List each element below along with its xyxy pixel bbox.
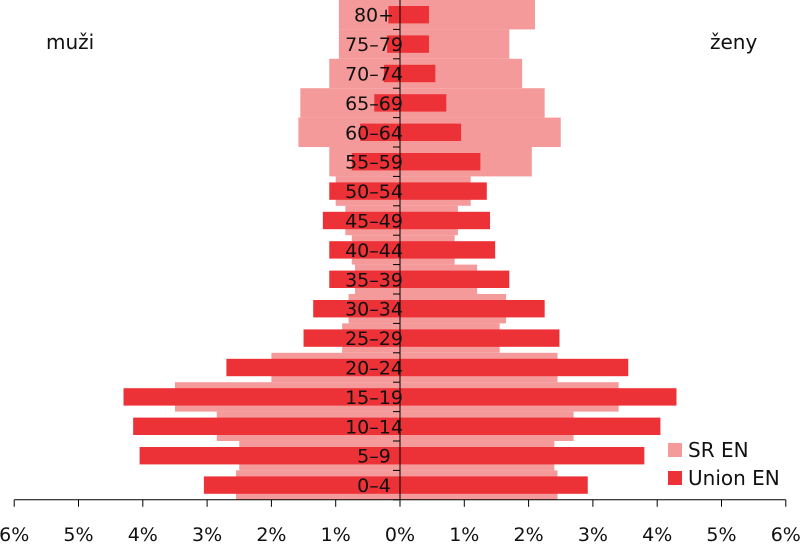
male-side-label: muži	[46, 30, 95, 54]
x-tick-label-8: 2%	[514, 524, 544, 546]
union-male-bar-13	[123, 388, 400, 406]
union-female-bar-16	[400, 476, 588, 494]
x-tick-label-12: 6%	[771, 524, 800, 546]
union-male-bar-12	[226, 358, 400, 377]
union-male-bar-8	[329, 241, 400, 259]
category-label-5: 55–59	[345, 152, 403, 174]
x-tick-label-0: 6%	[0, 524, 29, 546]
union-female-bar-2	[400, 64, 436, 83]
union-male-bar-14	[133, 417, 400, 435]
union-male-bar-5	[351, 153, 400, 171]
x-tick-label-5: 1%	[321, 524, 351, 546]
legend: SR EN Union EN	[668, 436, 780, 492]
union-male-bar-3	[374, 94, 400, 112]
union-female-bar-4	[400, 123, 462, 141]
union-female-bar-7	[400, 211, 491, 230]
union-female-bar-11	[400, 329, 560, 347]
union-female-bar-1	[400, 35, 429, 53]
legend-label-union: Union EN	[688, 466, 780, 490]
union-female-bar-12	[400, 358, 629, 377]
category-label-16: 0–4	[357, 475, 391, 497]
union-male-bar-1	[387, 35, 400, 53]
union-female-bar-9	[400, 270, 510, 288]
legend-swatch-union	[668, 471, 682, 485]
union-female-bar-0	[400, 6, 429, 24]
category-label-7: 45–49	[345, 211, 403, 233]
x-tick-label-7: 1%	[449, 524, 479, 546]
category-label-11: 25–29	[345, 328, 403, 350]
category-label-4: 60–64	[345, 122, 403, 144]
category-label-1: 75–79	[345, 34, 403, 56]
x-tick-label-3: 3%	[192, 524, 222, 546]
union-male-bar-0	[388, 6, 400, 24]
union-male-bar-9	[329, 270, 400, 288]
category-label-15: 5–9	[357, 446, 391, 468]
x-tick-label-9: 3%	[578, 524, 608, 546]
union-male-bar-15	[139, 447, 400, 465]
category-label-0: 80+	[354, 5, 394, 27]
legend-label-sr: SR EN	[688, 438, 749, 462]
union-male-bar-7	[322, 211, 400, 230]
x-tick-label-4: 2%	[256, 524, 286, 546]
x-tick-label-11: 5%	[706, 524, 736, 546]
category-label-3: 65–69	[345, 93, 403, 115]
legend-swatch-sr	[668, 443, 682, 457]
category-label-8: 40–44	[345, 240, 403, 262]
x-tick-label-1: 5%	[63, 524, 93, 546]
union-male-bar-4	[360, 123, 400, 141]
category-label-12: 20–24	[345, 358, 403, 380]
union-male-bar-16	[203, 476, 400, 494]
female-side-label: ženy	[710, 30, 758, 54]
union-female-bar-8	[400, 241, 496, 259]
category-label-6: 50–54	[345, 181, 403, 203]
union-male-bar-2	[383, 64, 400, 83]
union-female-bar-15	[400, 447, 645, 465]
x-tick-label-2: 4%	[128, 524, 158, 546]
x-tick-label-10: 4%	[642, 524, 672, 546]
union-male-bar-10	[313, 300, 400, 318]
category-label-2: 70–74	[345, 64, 403, 86]
category-label-10: 30–34	[345, 299, 403, 321]
category-label-9: 35–39	[345, 269, 403, 291]
legend-item-sr: SR EN	[668, 436, 780, 464]
union-female-bar-5	[400, 153, 481, 171]
union-male-bar-6	[329, 182, 400, 200]
union-male-bar-11	[303, 329, 400, 347]
legend-item-union: Union EN	[668, 464, 780, 492]
category-label-13: 15–19	[345, 387, 403, 409]
x-tick-label-6: 0%	[385, 524, 415, 546]
category-label-14: 10–14	[345, 416, 403, 438]
union-female-bar-3	[400, 94, 447, 112]
union-female-bar-6	[400, 182, 487, 200]
union-female-bar-10	[400, 300, 545, 318]
union-female-bar-13	[400, 388, 677, 406]
union-female-bar-14	[400, 417, 661, 435]
